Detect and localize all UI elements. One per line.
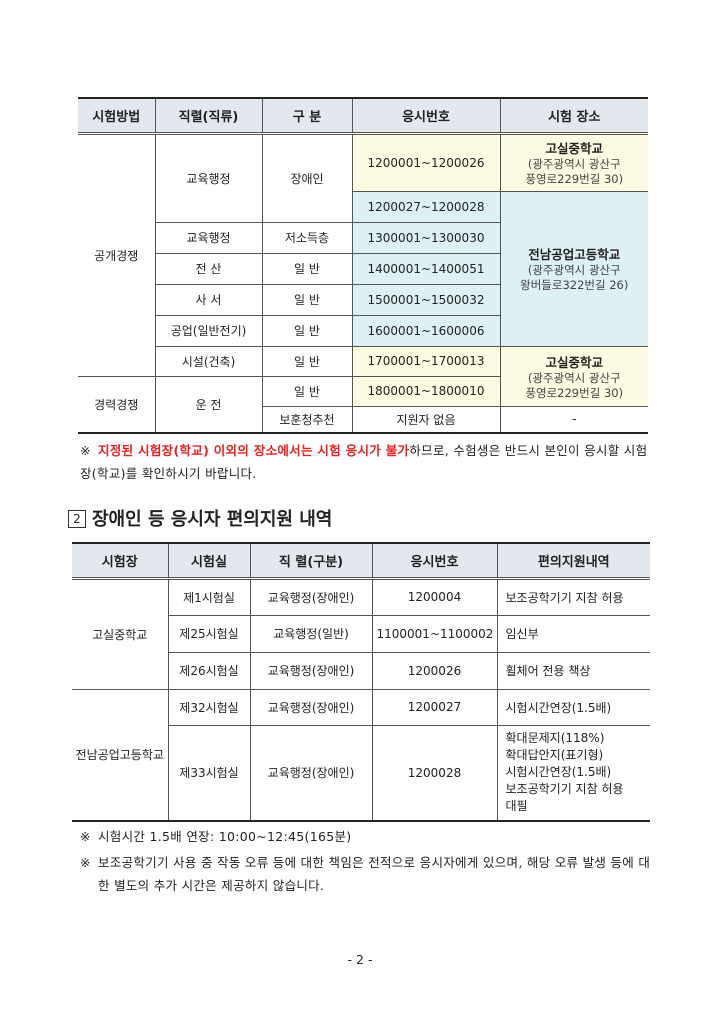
header-support: 편의지원내역 <box>496 543 650 579</box>
series-cell: 교육행정(장애인) <box>249 651 373 690</box>
numbers-cell: 1800001~1800010 <box>351 375 500 407</box>
warning-text: 하므로, 수험생은 반드시 본인이 응시할 시험장(학교)를 확인하시기 바랍니… <box>80 443 648 481</box>
page-number: - 2 - <box>347 952 373 967</box>
category-cell: 일 반 <box>261 314 353 347</box>
room-cell: 제25시험실 <box>168 614 251 653</box>
support-item: 보조공학기기 지참 허용 <box>505 782 624 797</box>
table-row: 공개경쟁 교육행정 장애인 1200001~1200026 고실중학교 (광주광역… <box>78 132 648 377</box>
number-cell: 1200027 <box>371 688 498 726</box>
header-venue: 시험 장소 <box>499 98 648 134</box>
category-cell: 장애인 <box>261 132 353 223</box>
venue-warning-note: ※ 지정된 시험장(학교) 이외의 장소에서는 시험 응시가 불가하므로, 수험생… <box>80 439 655 485</box>
school-cell: 고실중학교 <box>72 577 169 690</box>
support-cell: 시험시간연장(1.5배) <box>496 688 650 726</box>
support-cell: 임신부 <box>496 614 650 653</box>
warning-emphasis: 지정된 시험장(학교) 이외의 장소에서는 시험 응시가 불가 <box>98 443 410 458</box>
venue-gosil: 고실중학교 (광주광역시 광산구 풍영로229번길 30) <box>499 132 648 192</box>
support-item: 대필 <box>505 799 528 814</box>
note-text: 시험시간 1.5배 연장: 10:00~12:45(165분) <box>98 829 352 844</box>
series-cell: 공업(일반전기) <box>155 314 263 347</box>
note-text: 보조공학기기 사용 중 작동 오류 등에 대한 책임은 전적으로 응시자에게 있… <box>98 855 651 893</box>
category-cell: 일 반 <box>261 252 353 285</box>
venue-gosil: 고실중학교 (광주광역시 광산구 풍영로229번길 30) <box>499 345 648 407</box>
header-school: 시험장 <box>72 543 169 579</box>
exam-venue-table: 시험방법 직렬(직류) 구 분 응시번호 시험 장소 공개경쟁 교육행정 장애인… <box>78 97 648 434</box>
header-method: 시험방법 <box>78 98 156 134</box>
support-item: 확대문제지(118%) <box>505 731 605 746</box>
note-mark: ※ <box>80 855 91 870</box>
room-cell: 제1시험실 <box>167 577 251 616</box>
numbers-cell: 1600001~1600006 <box>351 314 500 347</box>
support-table: 시험장 시험실 직 렬(구분) 응시번호 편의지원내역 고실중학교 제1시험실 … <box>72 542 650 822</box>
table-row: 제33시험실 교육행정(장애인) 1200028 확대문제지(118%) 확대답… <box>72 724 650 822</box>
room-cell: 제26시험실 <box>168 651 251 690</box>
header-numbers: 응시번호 <box>351 98 501 134</box>
number-cell: 1200004 <box>371 577 498 616</box>
header-number: 응시번호 <box>371 543 498 579</box>
numbers-cell: 1300001~1300030 <box>351 221 500 254</box>
number-cell: 1100001~1100002 <box>371 614 498 653</box>
section-number: 2 <box>68 510 86 528</box>
numbers-cell: 1500001~1500032 <box>351 283 500 316</box>
series-cell: 운 전 <box>154 375 263 434</box>
section-heading: 2 장애인 등 응시자 편의지원 내역 <box>68 505 332 531</box>
support-item: 시험시간연장(1.5배) <box>505 765 612 780</box>
table-row: 교육행정 저소득층 1300001~1300030 <box>78 221 648 254</box>
series-cell: 교육행정 <box>155 221 263 254</box>
series-cell: 교육행정 <box>154 132 263 223</box>
series-cell: 교육행정(장애인) <box>249 724 373 822</box>
series-cell: 교육행정(일반) <box>249 614 373 653</box>
room-cell: 제33시험실 <box>168 724 251 822</box>
table-row: 1200027~1200028 전남공업고등학교 (광주광역시 광산구 왕버들로32… <box>78 190 648 347</box>
header-category: 구 분 <box>261 98 353 134</box>
number-cell: 1200026 <box>371 651 498 690</box>
series-cell: 시설(건축) <box>155 345 263 377</box>
time-extension-note: ※ 시험시간 1.5배 연장: 10:00~12:45(165분) <box>80 825 655 848</box>
header-series: 직 렬(구분) <box>249 543 373 579</box>
number-cell: 1200028 <box>371 724 498 822</box>
table-row: 고실중학교 제1시험실 교육행정(장애인) 1200004 보조공학기기 지참 … <box>72 577 650 690</box>
venue-jeonnam: 전남공업고등학교 (광주광역시 광산구 왕버들로322번길 26) <box>499 190 648 347</box>
support-item: 확대답안지(표기형) <box>505 748 604 763</box>
numbers-cell: 1700001~1700013 <box>351 345 501 377</box>
note-mark: ※ <box>80 443 91 458</box>
category-cell: 일 반 <box>261 283 353 316</box>
category-cell: 저소득층 <box>261 221 353 254</box>
category-cell: 일 반 <box>261 345 353 377</box>
support-cell: 휠체어 전용 책상 <box>496 651 650 690</box>
series-cell: 교육행정(장애인) <box>249 577 373 616</box>
numbers-cell: 1200027~1200028 <box>352 190 501 223</box>
school-cell: 전남공업고등학교 <box>72 688 169 822</box>
table-row: 공업(일반전기) 일 반 1600001~1600006 <box>78 314 648 347</box>
series-cell: 사 서 <box>155 283 263 316</box>
series-cell: 교육행정(장애인) <box>249 688 373 726</box>
method-open: 공개경쟁 <box>78 132 156 377</box>
header-room: 시험실 <box>167 543 251 579</box>
table-row: 전 산 일 반 1400001~1400051 <box>78 252 648 285</box>
table-row: 보훈청추천 지원자 없음 - <box>78 405 648 434</box>
numbers-cell: 1200001~1200026 <box>351 132 501 192</box>
table-row: 사 서 일 반 1500001~1500032 <box>78 283 648 316</box>
room-cell: 제32시험실 <box>167 688 251 726</box>
support-cell: 확대문제지(118%) 확대답안지(표기형) 시험시간연장(1.5배) 보조공학… <box>496 724 650 822</box>
section-title: 장애인 등 응시자 편의지원 내역 <box>92 509 333 530</box>
method-career: 경력경쟁 <box>78 375 156 434</box>
table-row: 전남공업고등학교 제32시험실 교육행정(장애인) 1200027 시험시간연장… <box>72 688 650 822</box>
header-series: 직렬(직류) <box>154 98 263 134</box>
numbers-cell: 1400001~1400051 <box>351 252 500 285</box>
category-cell: 일 반 <box>261 375 353 407</box>
venue-cell: - <box>499 405 648 434</box>
series-cell: 전 산 <box>155 252 263 285</box>
table-row: 시설(건축) 일 반 1700001~1700013 고실중학교 (광주광역시 광… <box>78 345 648 407</box>
numbers-cell: 지원자 없음 <box>351 405 501 434</box>
note-mark: ※ <box>80 829 91 844</box>
device-liability-note: ※ 보조공학기기 사용 중 작동 오류 등에 대한 책임은 전적으로 응시자에게 … <box>80 851 658 897</box>
support-cell: 보조공학기기 지참 허용 <box>496 577 650 616</box>
category-cell: 보훈청추천 <box>262 405 353 434</box>
